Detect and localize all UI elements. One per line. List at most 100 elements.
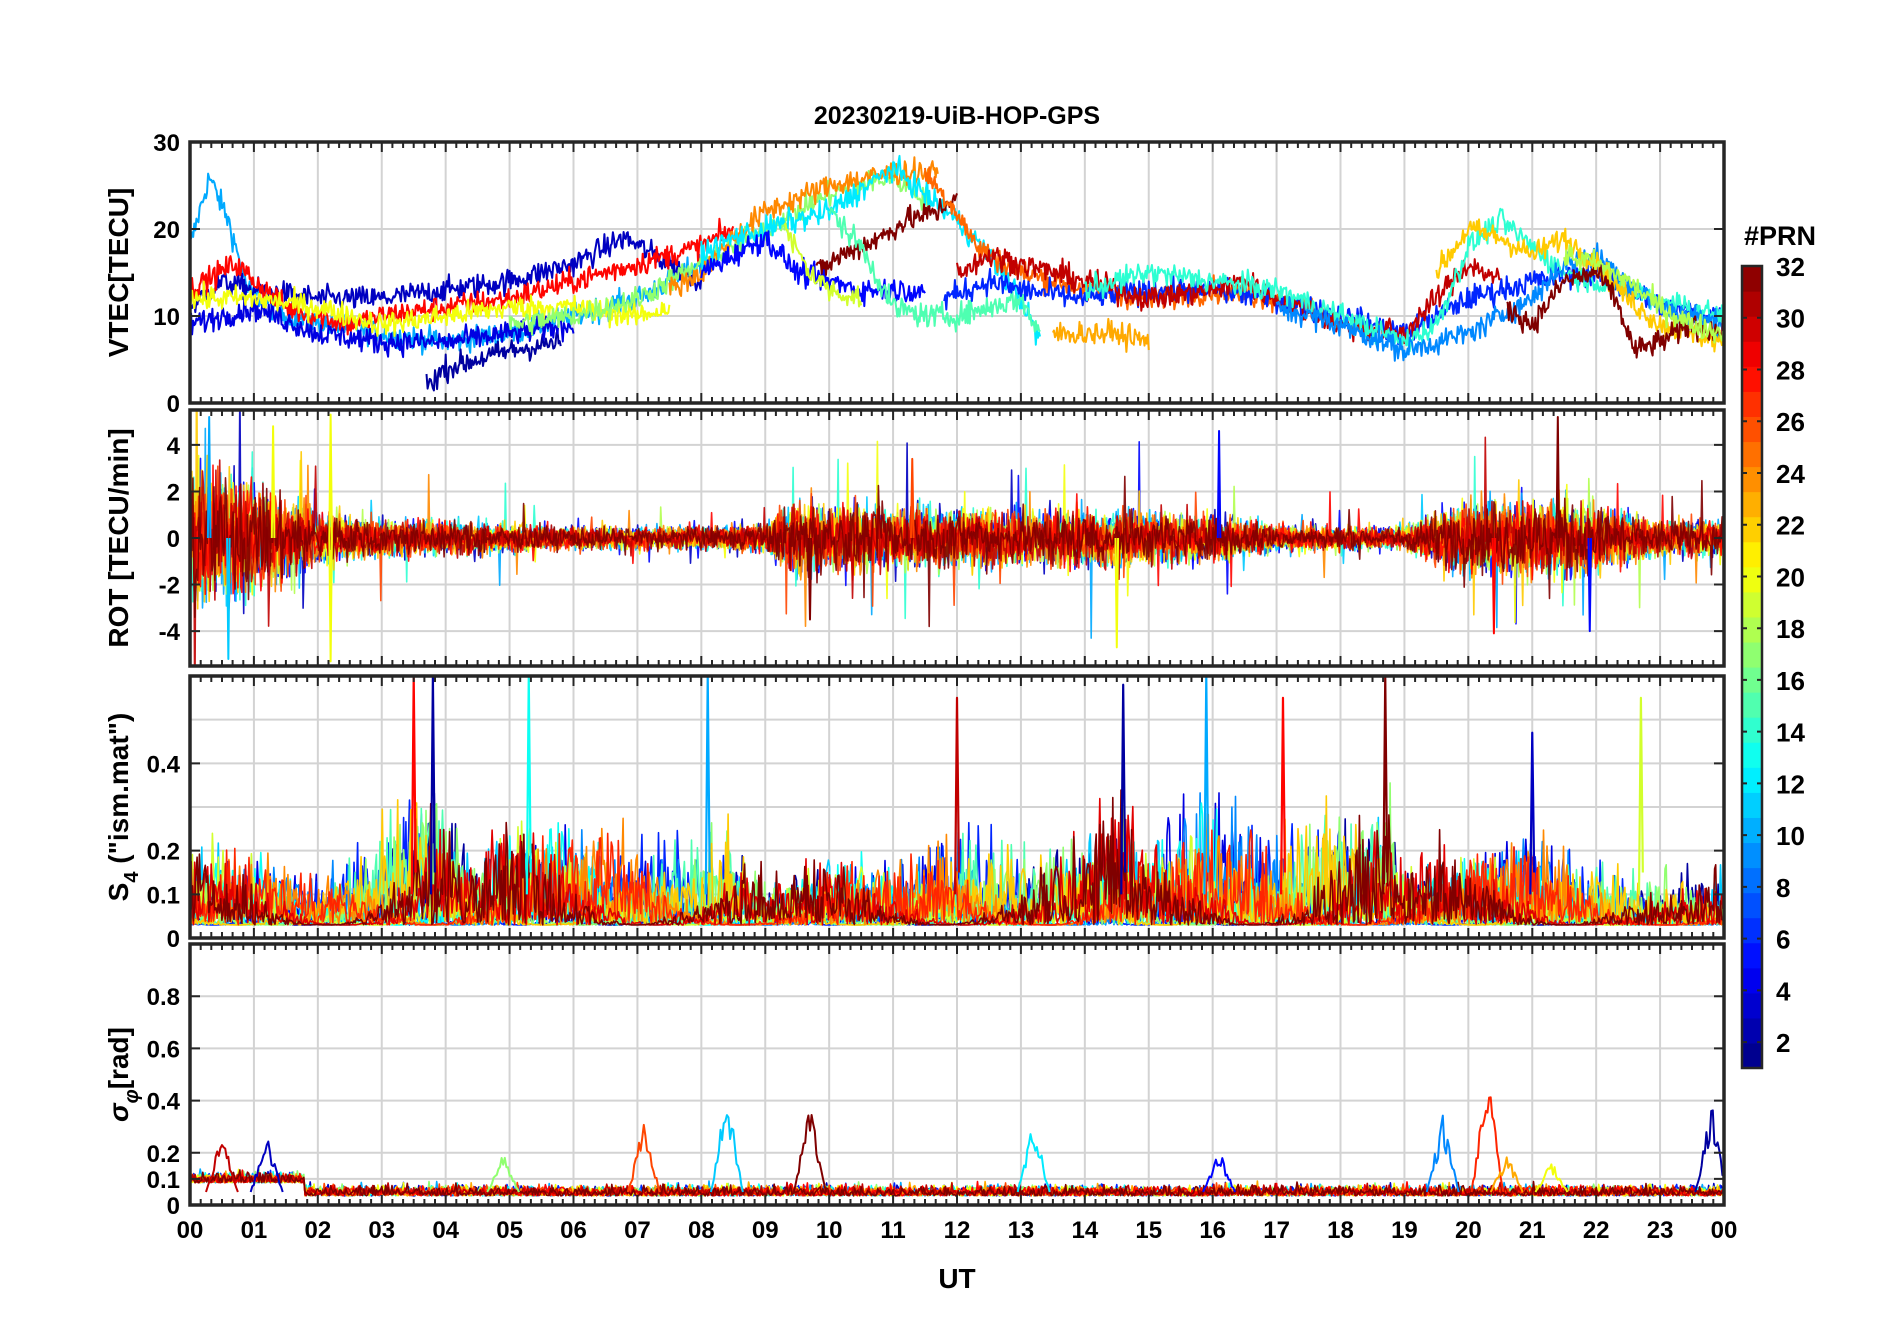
colorbar-tick-label: 12 (1776, 769, 1805, 799)
sigma-peak-prn-23 (1489, 1156, 1524, 1193)
sigma-peak-prn-26 (626, 1123, 661, 1193)
s4-peak (1203, 676, 1210, 895)
panel-sigma_phi: 00.10.20.40.60.8σφ[rad] (103, 942, 1726, 1220)
x-tick-label: 23 (1647, 1217, 1674, 1244)
ytick-label: 30 (153, 130, 180, 157)
s4-peak (525, 676, 532, 895)
sigma-peak-prn-20 (1534, 1163, 1569, 1193)
ytick-label: -2 (159, 573, 180, 600)
vtec-prn-18-line (1563, 244, 1724, 344)
colorbar-tick-label: 2 (1776, 1028, 1790, 1058)
sigma-peak-prn-30 (205, 1144, 239, 1193)
colorbar-step (1742, 817, 1762, 844)
rot-peak (1114, 537, 1120, 649)
colorbar-tick-label: 4 (1776, 976, 1791, 1006)
ytick-label: 0 (167, 926, 180, 953)
panel-vtec-grid (189, 142, 1725, 403)
panel-vtec-xticks (189, 142, 1725, 403)
colorbar-step (1742, 842, 1762, 869)
x-tick-label: 17 (1263, 1217, 1290, 1244)
colorbar-label: #PRN (1744, 221, 1816, 251)
rot-peak (328, 413, 333, 539)
ylabel-main: S (103, 883, 134, 902)
vtec-prn-2-line (425, 329, 562, 392)
ytick-label: 0.4 (147, 751, 181, 778)
panel-sigma_phi-data (190, 1096, 1724, 1197)
sigma-peak-prn-5 (1202, 1157, 1236, 1193)
colorbar-step (1742, 792, 1762, 818)
vtec-prn-4-line (190, 293, 575, 359)
panel-rot-yticks: -4 -2 0 2 4 (159, 433, 1724, 646)
ylabel-main: σ (103, 1102, 134, 1122)
ylabel-sub: φ (121, 1089, 143, 1103)
panel-s4-yticks: 0 0.1 0.2 0.4 (147, 751, 1724, 953)
colorbar-step (1742, 767, 1762, 793)
x-tick-label: 06 (560, 1217, 587, 1244)
ytick-label: 0 (167, 391, 180, 418)
s4-prn-27-line (190, 829, 1724, 926)
panel-vtec-data (190, 154, 1724, 392)
x-axis-label: UT (938, 1263, 975, 1294)
panel-s4: 00.10.20.4S4 ("ism.mat") (103, 674, 1726, 953)
panel-s4-xticks (189, 676, 1725, 938)
x-tick-label: 12 (944, 1217, 971, 1244)
ytick-label: 0.6 (147, 1036, 180, 1063)
vtec-prn-9-line (1275, 242, 1724, 362)
vtec-prn-22-line (1435, 218, 1724, 353)
x-tick-label: 03 (368, 1217, 395, 1244)
colorbar-step (1742, 591, 1762, 618)
x-tick-label: 05 (496, 1217, 523, 1244)
colorbar-step (1742, 667, 1762, 693)
vtec-prn-15-line (828, 207, 1041, 333)
x-tick-label: 21 (1519, 1217, 1546, 1244)
colorbar-step (1742, 892, 1762, 919)
sigma-peak-prn-11 (709, 1114, 744, 1193)
rot-peak (909, 457, 915, 539)
x-tick-label: 08 (688, 1217, 715, 1244)
ytick-label: 0.2 (147, 1141, 180, 1168)
colorbar-step (1742, 942, 1762, 969)
colorbar-step (1742, 742, 1762, 768)
sigma-peak-prn-12 (1016, 1133, 1051, 1193)
colorbar-tick-label: 22 (1776, 511, 1805, 541)
ytick-label: 0 (167, 526, 180, 553)
colorbar-tick-label: 16 (1776, 666, 1805, 696)
colorbar-tick-label: 14 (1776, 718, 1805, 748)
x-tick-label: 16 (1199, 1217, 1226, 1244)
colorbar-step (1742, 692, 1762, 718)
colorbar-tick-label: 32 (1776, 252, 1805, 282)
panel-s4-ylabel: S4 ("ism.mat") (103, 713, 143, 902)
rot-peak (807, 537, 813, 621)
sigma-peak-prn-17 (486, 1156, 521, 1193)
colorbar-tick-label: 20 (1776, 562, 1805, 592)
ylabel-tail: ("ism.mat") (103, 713, 134, 872)
colorbar-tick-label: 30 (1776, 304, 1805, 334)
vtec-prn-17-line (508, 164, 933, 336)
s4-peak (953, 696, 961, 895)
vtec-prn-23-line (1051, 317, 1150, 353)
s4-peak (1382, 676, 1389, 895)
colorbar-step (1742, 416, 1762, 443)
colorbar-step (1742, 616, 1762, 643)
sigma-peak-prn-9 (1425, 1114, 1460, 1193)
colorbar-step (1742, 491, 1762, 518)
x-tick-label: 02 (304, 1217, 331, 1244)
panel-vtec: 0 10 20 30 VTEC[TECU] (103, 130, 1726, 418)
x-tick-label: 22 (1583, 1217, 1610, 1244)
x-tick-label: 04 (432, 1217, 459, 1244)
sigma-peak-prn-3 (249, 1140, 284, 1193)
colorbar-frame (1740, 264, 1764, 1070)
vtec-prn-19-line (783, 222, 863, 308)
vtec-prn-30-line (956, 247, 1502, 345)
colorbar-step (1742, 516, 1762, 543)
colorbar-step (1742, 541, 1762, 568)
ylabel-tail: [rad] (103, 1027, 134, 1089)
s4-peak (1120, 683, 1127, 895)
colorbar-tick-label: 8 (1776, 873, 1790, 903)
panel-rot: -4 -2 0 2 4 ROT [TECU/min] (103, 408, 1726, 668)
colorbar-step (1742, 441, 1762, 468)
rot-peak (1587, 537, 1593, 633)
colorbar-step (1742, 1042, 1762, 1069)
